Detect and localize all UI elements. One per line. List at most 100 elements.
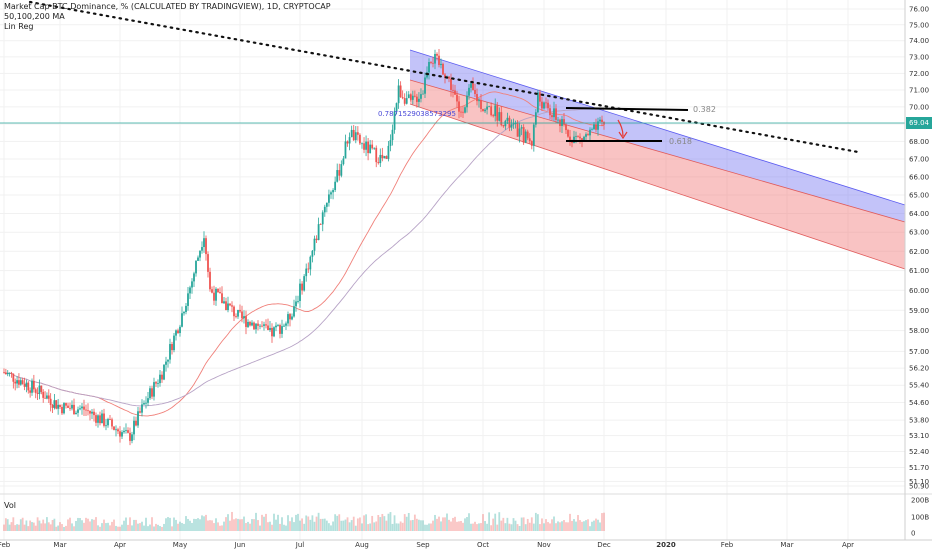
volume-bar [569, 513, 571, 531]
time-tick-label: Nov [537, 541, 551, 549]
volume-bar [6, 519, 9, 531]
candle-body [348, 137, 351, 144]
candle-body [399, 85, 402, 98]
candle-body [480, 100, 482, 109]
volume-bar [157, 524, 159, 531]
candle-body [235, 316, 237, 317]
candle-body [225, 301, 227, 311]
candle-body [575, 135, 577, 137]
volume-bar [456, 521, 458, 531]
candle-body [436, 53, 438, 56]
time-axis[interactable]: Feb Mar Apr May Jun Jul Aug Sep Oct Nov Dec 2020 Feb… [0, 539, 932, 549]
candle-body [221, 293, 223, 304]
volume-bar [486, 523, 488, 531]
candle-body [107, 419, 109, 426]
volume-bar [125, 517, 127, 531]
candle-body [340, 164, 343, 176]
ma-legend[interactable]: 50,100,200 MA [4, 12, 65, 21]
volume-bar [563, 520, 565, 531]
candle-body [3, 372, 5, 374]
volume-bar [87, 518, 89, 531]
candle-body [424, 77, 426, 94]
candle-body [289, 314, 291, 320]
volume-bar [81, 520, 83, 531]
candle-body [587, 134, 589, 136]
volume-bar [241, 519, 243, 531]
volume-bar [545, 519, 547, 531]
candle-body [213, 292, 215, 301]
volume-bar [93, 519, 95, 531]
volume-label[interactable]: Vol [4, 501, 16, 510]
candle-body [330, 192, 332, 195]
candle-body [243, 316, 245, 319]
candle-body [85, 409, 87, 411]
candle-body [528, 138, 531, 142]
candle-body [129, 432, 131, 441]
price-tick-label: 62.00 [909, 248, 929, 256]
volume-bar [549, 523, 551, 531]
volume-bar [201, 515, 203, 531]
linreg-legend[interactable]: Lin Reg [4, 22, 34, 31]
volume-bar [334, 514, 337, 531]
candle-body [44, 397, 46, 399]
candle-body [173, 335, 175, 351]
volume-bar [313, 521, 316, 531]
candle-body [51, 404, 54, 408]
price-tick-label: 68.00 [909, 138, 929, 146]
candle-body [534, 112, 537, 125]
candle-body [187, 293, 189, 306]
volume-bar [413, 514, 416, 531]
volume-bar [161, 526, 163, 531]
candle-body [476, 94, 478, 102]
candle-body [87, 410, 89, 412]
candle-body [275, 325, 277, 328]
chart-title[interactable]: Market Cap BTC Dominance, % (CALCULATED … [4, 2, 331, 11]
trend-line [28, 0, 860, 154]
candle-body [8, 372, 11, 374]
volume-bar [207, 520, 209, 531]
candle-body [413, 95, 416, 97]
candle-body [239, 309, 241, 312]
volume-bar [573, 519, 575, 531]
volume-bar [75, 520, 77, 531]
volume-bar [373, 522, 376, 531]
volume-bar [458, 521, 460, 531]
volume-bar [539, 524, 541, 531]
price-tick-label: 64.00 [909, 210, 929, 218]
candle-body [356, 132, 359, 135]
volume-bar [229, 520, 231, 531]
volume-bar [277, 514, 279, 531]
time-tick-label: Feb [0, 541, 11, 549]
volume-bar [253, 519, 255, 531]
candle-body [470, 83, 472, 88]
volume-bar [34, 525, 37, 531]
volume-bar [195, 519, 197, 531]
volume-bar [145, 517, 147, 531]
volume-bar [243, 516, 245, 531]
candle-body [391, 129, 394, 141]
candle-body [336, 170, 339, 182]
candle-body [251, 322, 253, 326]
volume-bar [330, 525, 332, 531]
candle-body [279, 325, 281, 334]
candle-body [149, 388, 151, 399]
regression-channel [409, 49, 906, 270]
candle-body [42, 391, 45, 398]
candle-body [201, 247, 203, 251]
volume-bar [528, 522, 531, 531]
volume-bar [428, 523, 430, 531]
candle-body [452, 89, 454, 91]
price-tick-label: 70.00 [909, 103, 929, 111]
candle-body [563, 119, 565, 125]
volume-bar [595, 518, 597, 531]
volume-bar [385, 520, 388, 531]
candle-body [273, 327, 275, 337]
candle-body [474, 89, 476, 95]
candle-body [175, 330, 177, 336]
fib-382-line [565, 107, 689, 111]
time-tick-label: 2020 [656, 541, 676, 549]
drawings[interactable]: 0.382 0.618 0.7871529038573295 [0, 0, 932, 495]
volume-bar [21, 517, 24, 531]
